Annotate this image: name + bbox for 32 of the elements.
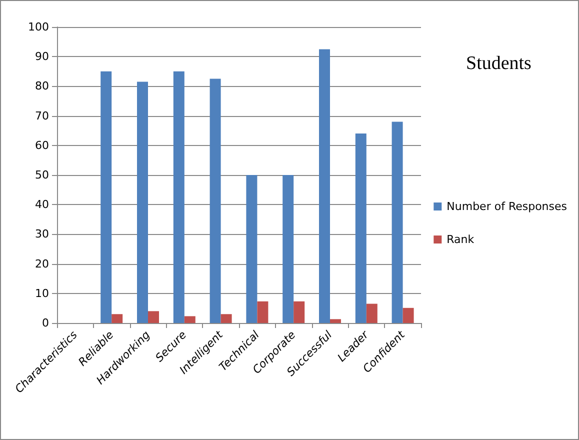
- y-tick-label: 20: [35, 257, 49, 270]
- y-tick-label: 100: [28, 20, 49, 34]
- bar: [112, 314, 123, 323]
- y-tick-label: 10: [35, 286, 49, 300]
- y-tick-label: 90: [35, 50, 49, 64]
- bar: [220, 314, 232, 323]
- bar: [392, 122, 403, 323]
- y-tick-label: 40: [35, 198, 49, 212]
- y-tick-label: 60: [35, 138, 49, 152]
- bar: [173, 71, 184, 323]
- legend-label: Number of Responses: [446, 200, 568, 213]
- y-tick-label: 80: [35, 80, 49, 93]
- bar: [319, 49, 330, 323]
- bar: [184, 316, 196, 323]
- bar: [148, 311, 159, 323]
- y-tick-label: 30: [35, 228, 49, 241]
- legend-label: Rank: [446, 233, 475, 246]
- bar: [282, 175, 294, 323]
- bar: [294, 301, 305, 323]
- y-tick-label: 0: [42, 316, 49, 330]
- bar: [366, 304, 378, 323]
- bar: [330, 319, 341, 323]
- bar: [137, 82, 148, 323]
- text: Students: [466, 53, 532, 74]
- bar: [257, 301, 268, 323]
- bar: [355, 134, 366, 323]
- y-tick-label: 70: [35, 109, 49, 122]
- bar: [100, 71, 112, 323]
- bar: [210, 78, 221, 323]
- bar: [402, 308, 414, 323]
- y-tick-label: 50: [35, 168, 49, 182]
- bar: [246, 175, 258, 323]
